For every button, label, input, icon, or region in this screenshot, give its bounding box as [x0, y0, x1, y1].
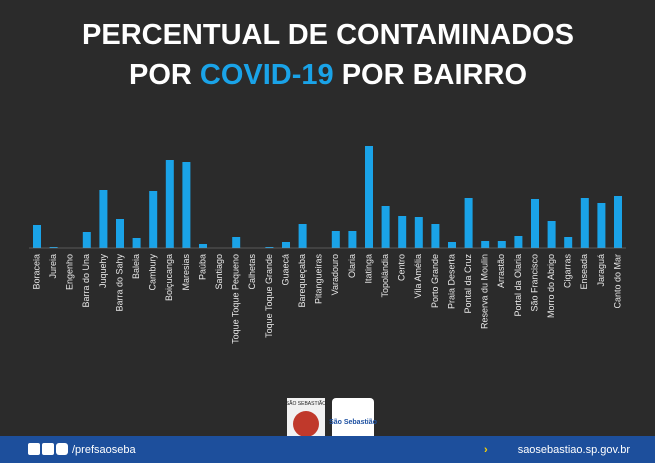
bar — [149, 191, 158, 248]
logo-left-text: SÃO SEBASTIÃO — [286, 400, 326, 407]
x-tick-label: Boiçucanga — [164, 254, 174, 301]
bar — [348, 231, 357, 248]
bar — [514, 236, 523, 248]
x-tick-label: Vila Amélia — [413, 254, 423, 298]
x-tick-label: Barra do Sahy — [114, 254, 124, 312]
bar — [580, 198, 589, 248]
x-tick-label: Toque Toque Pequeno — [231, 254, 241, 344]
bar — [331, 231, 340, 248]
title-line-1: PERCENTUAL DE CONTAMINADOS — [82, 19, 574, 51]
bar — [116, 219, 124, 248]
bar — [49, 247, 58, 248]
x-tick-label: Toque Toque Grande — [264, 254, 274, 338]
bar — [82, 232, 91, 248]
icon-facebook — [28, 443, 40, 455]
logo-crest — [293, 411, 319, 437]
title-part: POR BAIRRO — [334, 59, 527, 91]
x-tick-label: Canto do Mar — [612, 254, 622, 309]
bar — [597, 203, 606, 248]
bar — [165, 160, 174, 248]
x-tick-label: Morro do Abrigo — [546, 254, 556, 318]
bar — [547, 221, 556, 248]
x-tick-label: Paúba — [197, 254, 207, 280]
x-tick-label: Cambury — [148, 254, 158, 291]
bar — [33, 225, 41, 248]
x-tick-label: Cigarras — [563, 254, 573, 289]
social-handle: /prefsaoseba — [72, 444, 136, 456]
bar — [464, 198, 473, 248]
bar — [132, 238, 141, 248]
bar — [99, 190, 108, 248]
bar — [564, 237, 573, 248]
x-tick-label: Santiago — [214, 254, 224, 290]
bar — [182, 162, 191, 248]
x-tick-label: Reserva du Moulin — [480, 254, 490, 329]
bar — [531, 199, 539, 248]
bar — [282, 242, 290, 248]
x-tick-label: São Francisco — [529, 254, 539, 312]
bar — [497, 241, 506, 248]
x-tick-label: Calhetas — [247, 254, 257, 290]
x-tick-label: Centro — [397, 254, 407, 281]
bar — [265, 247, 274, 248]
x-tick-label: Olaria — [347, 254, 357, 278]
x-tick-label: Itatinga — [363, 254, 373, 284]
x-tick-label: Boraceia — [31, 254, 41, 290]
x-tick-label: Maresias — [181, 254, 191, 291]
x-tick-label: Portal da Olaria — [513, 254, 523, 317]
x-tick-label: Juquehy — [98, 254, 108, 289]
x-tick-label: Baleia — [131, 254, 141, 279]
bar — [365, 146, 373, 248]
bar — [232, 237, 241, 248]
plot: Boraceia Jureia Engenho Barra do Una Juquehy… — [29, 146, 626, 344]
bar — [431, 224, 440, 248]
x-tick-label: Porto Grande — [430, 254, 440, 308]
bar — [298, 224, 307, 248]
icon-twitter — [42, 443, 54, 455]
arrow-icon: › — [484, 444, 488, 456]
x-tick-label: Praia Deserta — [446, 254, 456, 309]
title-highlight: COVID-19 — [200, 59, 334, 91]
x-tick-label: Jureia — [48, 254, 58, 279]
logo-right — [332, 398, 374, 444]
bar — [448, 242, 456, 248]
x-tick-label: Guaecá — [280, 254, 290, 286]
bar — [481, 241, 490, 248]
bar — [381, 206, 390, 248]
bar — [414, 217, 423, 248]
x-tick-label: Pitangueiras — [314, 254, 324, 305]
x-tick-label: Barra do Una — [81, 254, 91, 308]
footer-bar — [0, 436, 655, 463]
x-tick-label: Pontal da Cruz — [463, 254, 473, 314]
x-tick-label: Engenho — [65, 254, 75, 290]
x-tick-label: Enseada — [579, 254, 589, 290]
title-part: POR — [129, 59, 200, 91]
x-tick-label: Barequeçaba — [297, 254, 307, 308]
icon-instagram — [56, 443, 68, 455]
x-tick-label: Arrastão — [496, 254, 506, 288]
title-line-2: POR COVID-19 POR BAIRRO — [129, 59, 527, 91]
bar — [614, 196, 622, 248]
x-tick-label: Topolândia — [380, 254, 390, 298]
site-url: saosebastiao.sp.gov.br — [518, 444, 631, 456]
bar — [398, 216, 407, 248]
bar — [199, 244, 207, 248]
x-tick-label: Varadouro — [330, 254, 340, 295]
logo-right-text: São Sebastião — [329, 419, 377, 426]
x-tick-label: Jaraguá — [596, 254, 606, 287]
